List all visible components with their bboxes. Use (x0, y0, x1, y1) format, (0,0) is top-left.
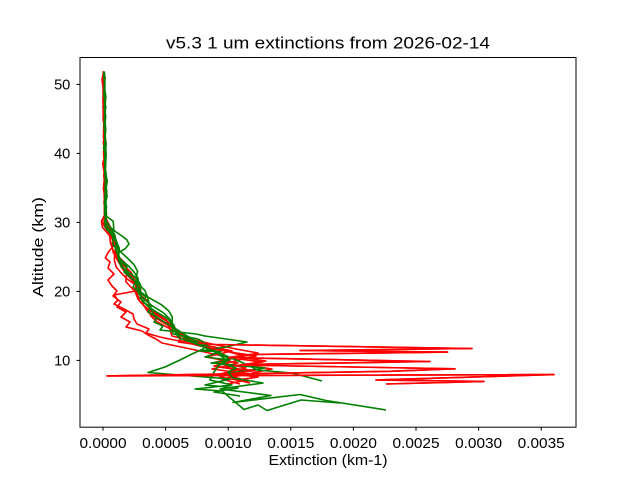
svg-text:0.0005: 0.0005 (142, 436, 189, 452)
svg-text:30: 30 (54, 216, 70, 232)
svg-text:10: 10 (54, 354, 70, 370)
svg-text:50: 50 (54, 78, 70, 94)
svg-text:0.0020: 0.0020 (330, 436, 377, 452)
svg-text:v5.3 1 um extinctions from 202: v5.3 1 um extinctions from 2026-02-14 (166, 35, 490, 53)
svg-text:0.0035: 0.0035 (518, 436, 565, 452)
svg-text:Extinction (km-1): Extinction (km-1) (269, 452, 388, 469)
svg-text:Altitude (km): Altitude (km) (30, 197, 47, 297)
svg-text:0.0025: 0.0025 (393, 436, 440, 452)
svg-text:40: 40 (54, 147, 70, 163)
svg-text:0.0030: 0.0030 (455, 436, 502, 452)
svg-text:20: 20 (54, 285, 70, 301)
svg-text:0.0010: 0.0010 (205, 436, 252, 452)
svg-text:0.0000: 0.0000 (80, 436, 127, 452)
svg-text:0.0015: 0.0015 (267, 436, 314, 452)
